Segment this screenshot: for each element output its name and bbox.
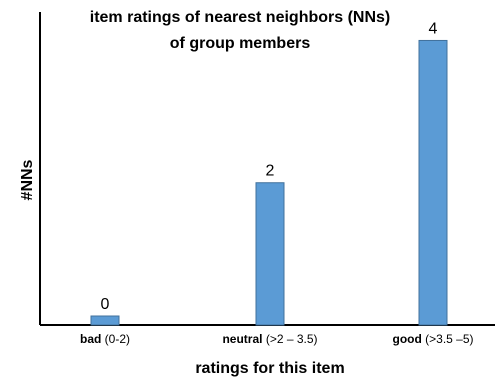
bars-group [90, 39, 448, 326]
chart-title-line-2: of group members [170, 35, 311, 52]
tick-label-2: good (>3.5 –5) [392, 332, 473, 346]
data-label-1: 2 [266, 163, 275, 180]
bar-1 [255, 182, 285, 326]
bar-2 [418, 39, 448, 326]
data-label-0: 0 [101, 296, 110, 313]
chart-title-line-1: item ratings of nearest neighbors (NNs) [90, 9, 391, 26]
tick-label-0: bad (0-2) [80, 332, 130, 346]
data-labels-group: 0 2 4 [101, 20, 438, 313]
bar-0 [90, 315, 120, 326]
x-axis-label: ratings for this item [195, 360, 344, 377]
y-axis-label: #NNs [19, 159, 36, 200]
data-label-2: 4 [429, 20, 438, 37]
tick-label-1: neutral (>2 – 3.5) [222, 332, 317, 346]
tick-labels-group: bad (0-2) neutral (>2 – 3.5) good (>3.5 –5… [80, 332, 474, 346]
